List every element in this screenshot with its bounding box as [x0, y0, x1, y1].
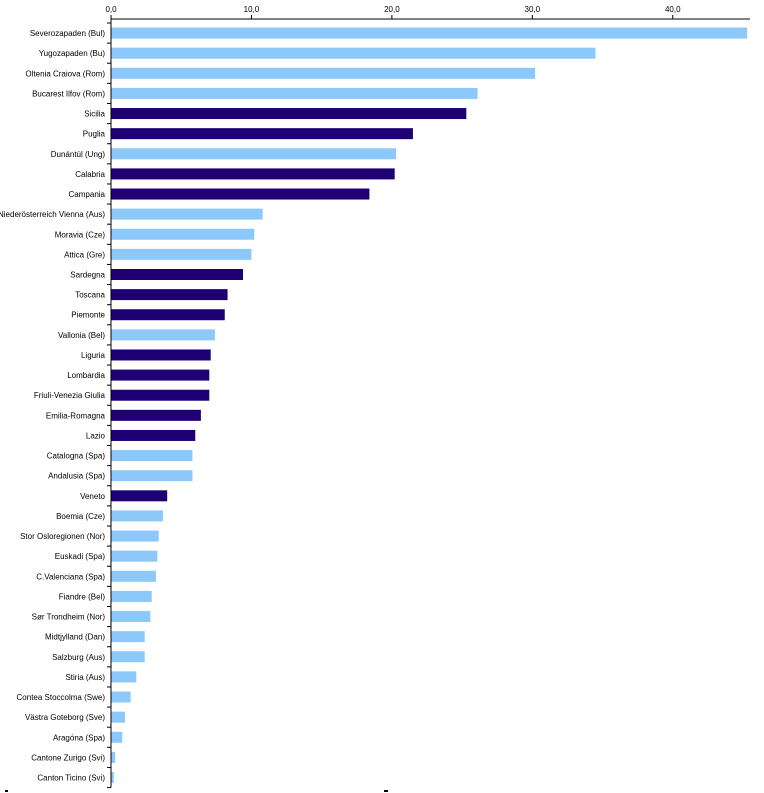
- bar-7: [111, 168, 395, 180]
- category-label-35: Aragóna (Spa): [53, 733, 105, 742]
- bar-19: [111, 409, 201, 421]
- bar-9: [111, 208, 263, 220]
- bar-10: [111, 228, 255, 240]
- category-label-17: Lombardia: [67, 371, 105, 380]
- category-label-31: Salzburg (Aus): [52, 653, 105, 662]
- bar-6: [111, 148, 397, 160]
- category-label-13: Toscana: [75, 291, 105, 300]
- bar-31: [111, 651, 145, 663]
- bar-27: [111, 570, 156, 582]
- category-label-3: Bucarest Ilfov (Rom): [32, 89, 105, 98]
- bar-29: [111, 611, 151, 623]
- category-label-36: Cantone Zurigo (Svi): [31, 753, 105, 762]
- category-label-23: Veneto: [80, 492, 105, 501]
- bar-5: [111, 128, 413, 140]
- category-label-1: Yugozapaden (Bu): [39, 49, 106, 58]
- bar-32: [111, 671, 137, 683]
- bar-22: [111, 470, 193, 482]
- category-label-33: Contea Stoccolma (Swe): [17, 693, 106, 702]
- category-label-37: Canton Ticino (Svi): [37, 774, 105, 783]
- bar-23: [111, 490, 168, 502]
- bar-12: [111, 269, 244, 280]
- bar-17: [111, 369, 210, 381]
- bar-13: [111, 289, 228, 301]
- bar-18: [111, 389, 210, 401]
- bar-15: [111, 329, 215, 341]
- bar-4: [111, 108, 467, 120]
- bar-34: [111, 711, 126, 723]
- category-label-34: Västra Goteborg (Sve): [25, 713, 105, 722]
- category-label-11: Attica (Gre): [64, 250, 105, 259]
- bar-30: [111, 631, 145, 643]
- value-axis-tick-label-3: 30,0: [525, 5, 541, 14]
- category-label-4: Sicilia: [84, 110, 105, 119]
- bar-28: [111, 590, 152, 602]
- category-label-21: Catalogna (Spa): [47, 452, 106, 461]
- bar-37: [111, 772, 114, 783]
- category-label-22: Andalusia (Spa): [48, 472, 105, 481]
- category-label-20: Lazio: [86, 431, 106, 440]
- bar-3: [111, 87, 478, 99]
- category-label-25: Stor Osloregionen (Nor): [20, 532, 105, 541]
- bar-35: [111, 731, 123, 743]
- category-label-0: Severozapaden (Bul): [30, 29, 105, 38]
- category-label-2: Oltenia Craiova (Rom): [25, 69, 105, 78]
- corner-mark-bottom: [384, 790, 388, 792]
- bar-20: [111, 429, 196, 441]
- bar-24: [111, 510, 163, 522]
- category-label-19: Emilia-Romagna: [46, 411, 106, 420]
- category-label-10: Moravia (Cze): [55, 230, 106, 239]
- category-label-29: Sør Trondheim (Nor): [32, 613, 106, 622]
- category-label-16: Liguria: [81, 351, 106, 360]
- category-label-14: Piemonte: [71, 311, 105, 320]
- bar-26: [111, 550, 158, 562]
- category-label-5: Puglia: [83, 130, 106, 139]
- value-axis-tick-label-1: 10,0: [244, 5, 260, 14]
- category-label-7: Calabria: [75, 170, 105, 179]
- category-label-28: Fiandre (Bel): [59, 592, 106, 601]
- corner-mark-left: [5, 790, 8, 792]
- value-axis-tick-label-4: 40,0: [665, 5, 681, 14]
- bar-1: [111, 47, 596, 59]
- bar-8: [111, 188, 370, 200]
- category-label-24: Boemia (Cze): [56, 512, 105, 521]
- category-label-26: Euskadi (Spa): [55, 552, 106, 561]
- value-axis-tick-label-2: 20,0: [384, 5, 400, 14]
- category-label-6: Dunántúl (Ung): [51, 150, 106, 159]
- bar-11: [111, 248, 252, 260]
- bar-2: [111, 67, 536, 79]
- bar-36: [111, 751, 116, 763]
- bar-25: [111, 530, 159, 542]
- category-label-27: C.Valenciana (Spa): [36, 572, 105, 581]
- bar-14: [111, 309, 225, 321]
- category-label-18: Friuli-Venezia Giulia: [34, 391, 106, 400]
- category-label-8: Campania: [69, 190, 106, 199]
- bar-0: [111, 27, 748, 39]
- category-label-9: Niederösterreich Vienna (Aus): [0, 210, 105, 219]
- category-label-30: Midtjylland (Dan): [45, 633, 105, 642]
- category-label-15: Vallonia (Bel): [58, 331, 105, 340]
- bar-16: [111, 349, 211, 361]
- category-label-32: Stiria (Aus): [65, 673, 105, 682]
- bar-21: [111, 450, 193, 462]
- bar-33: [111, 691, 131, 703]
- category-label-12: Sardegna: [70, 271, 105, 280]
- value-axis-tick-label-0: 0,0: [105, 5, 117, 14]
